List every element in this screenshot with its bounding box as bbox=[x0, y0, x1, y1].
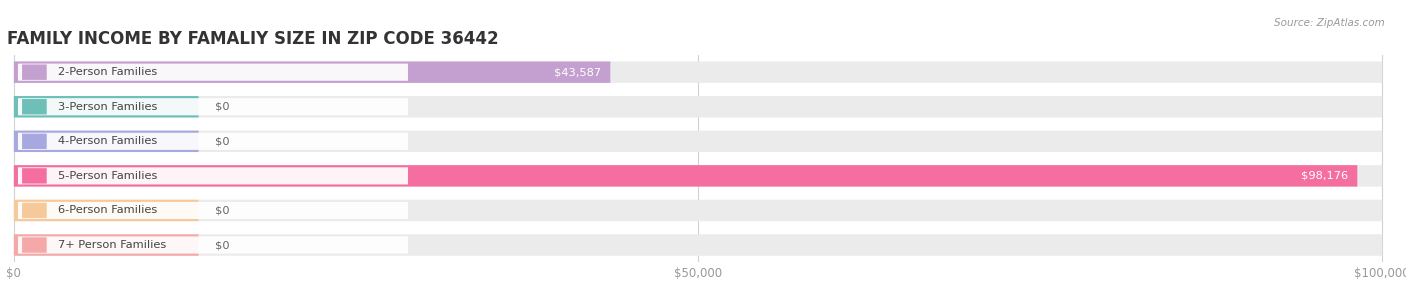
Text: 2-Person Families: 2-Person Families bbox=[58, 67, 157, 77]
FancyBboxPatch shape bbox=[18, 133, 408, 150]
FancyBboxPatch shape bbox=[22, 168, 46, 184]
Text: $98,176: $98,176 bbox=[1301, 171, 1348, 181]
FancyBboxPatch shape bbox=[14, 131, 198, 152]
FancyBboxPatch shape bbox=[14, 96, 1382, 117]
FancyBboxPatch shape bbox=[14, 234, 198, 256]
FancyBboxPatch shape bbox=[14, 62, 1382, 83]
FancyBboxPatch shape bbox=[18, 202, 408, 219]
FancyBboxPatch shape bbox=[22, 237, 46, 253]
FancyBboxPatch shape bbox=[14, 131, 1382, 152]
Text: 7+ Person Families: 7+ Person Families bbox=[58, 240, 166, 250]
FancyBboxPatch shape bbox=[14, 200, 1382, 221]
Text: $0: $0 bbox=[215, 102, 229, 112]
FancyBboxPatch shape bbox=[18, 167, 408, 185]
Text: 3-Person Families: 3-Person Families bbox=[58, 102, 157, 112]
Text: $0: $0 bbox=[215, 206, 229, 215]
FancyBboxPatch shape bbox=[18, 64, 408, 81]
FancyBboxPatch shape bbox=[14, 165, 1357, 187]
FancyBboxPatch shape bbox=[22, 203, 46, 218]
Text: Source: ZipAtlas.com: Source: ZipAtlas.com bbox=[1274, 18, 1385, 28]
FancyBboxPatch shape bbox=[14, 234, 1382, 256]
Text: $0: $0 bbox=[215, 240, 229, 250]
FancyBboxPatch shape bbox=[14, 96, 198, 117]
FancyBboxPatch shape bbox=[18, 236, 408, 253]
FancyBboxPatch shape bbox=[14, 62, 610, 83]
Text: FAMILY INCOME BY FAMALIY SIZE IN ZIP CODE 36442: FAMILY INCOME BY FAMALIY SIZE IN ZIP COD… bbox=[7, 30, 499, 48]
FancyBboxPatch shape bbox=[22, 134, 46, 149]
FancyBboxPatch shape bbox=[14, 200, 198, 221]
Text: $0: $0 bbox=[215, 136, 229, 146]
FancyBboxPatch shape bbox=[14, 165, 1382, 187]
Text: 4-Person Families: 4-Person Families bbox=[58, 136, 157, 146]
Text: $43,587: $43,587 bbox=[554, 67, 600, 77]
FancyBboxPatch shape bbox=[22, 99, 46, 114]
Text: 6-Person Families: 6-Person Families bbox=[58, 206, 157, 215]
Text: 5-Person Families: 5-Person Families bbox=[58, 171, 157, 181]
FancyBboxPatch shape bbox=[22, 64, 46, 80]
FancyBboxPatch shape bbox=[18, 98, 408, 115]
